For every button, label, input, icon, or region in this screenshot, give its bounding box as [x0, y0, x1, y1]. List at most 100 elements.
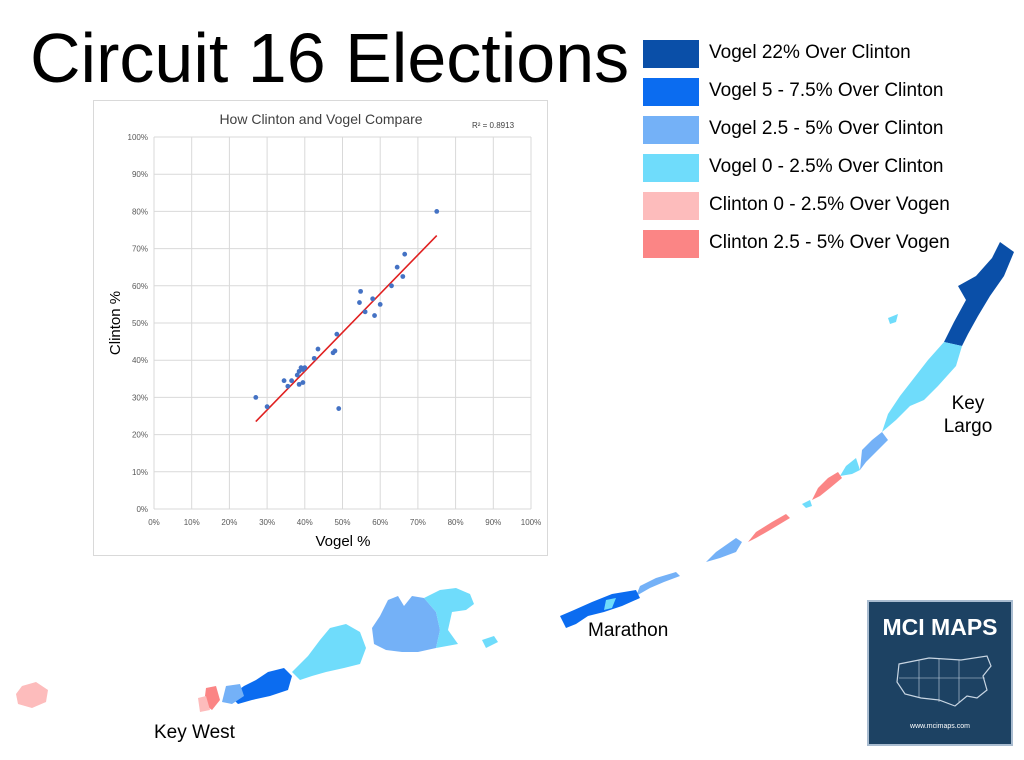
- r-squared-label: R² = 0.8913: [472, 121, 515, 130]
- y-tick-label: 100%: [128, 133, 148, 142]
- legend-label: Clinton 0 - 2.5% Over Vogen: [709, 194, 950, 215]
- legend-label: Vogel 5 - 7.5% Over Clinton: [709, 80, 944, 101]
- islamorada-region: [812, 472, 842, 500]
- y-tick-label: 10%: [132, 468, 148, 477]
- legend-item: Vogel 2.5 - 5% Over Clinton: [643, 116, 1013, 144]
- x-axis-label: Vogel %: [315, 533, 370, 550]
- y-tick-label: 70%: [132, 245, 148, 254]
- key-west-region-dark: [230, 668, 292, 704]
- legend-swatch: [643, 192, 699, 220]
- x-tick-label: 100%: [521, 518, 541, 527]
- data-point: [370, 296, 376, 302]
- chart-canvas: 0%0% 10% 10% 20% 20% 30% 30% 40% 40% 50% 50% 60% 60%…: [107, 111, 541, 550]
- data-point: [289, 378, 295, 384]
- legend-item: Vogel 0 - 2.5% Over Clinton: [643, 154, 1013, 182]
- x-tick-label: 80%: [448, 518, 464, 527]
- logo-url: www.mcimaps.com: [910, 723, 970, 730]
- upper-keys-region: [860, 432, 888, 470]
- key-largo-north-region: [944, 242, 1014, 346]
- legend-swatch: [643, 230, 699, 258]
- y-tick-label: 80%: [132, 207, 148, 216]
- data-point: [332, 348, 338, 354]
- long-key-region: [802, 500, 812, 508]
- y-tick-label: 50%: [132, 319, 148, 328]
- y-tick-label: 30%: [132, 393, 148, 402]
- trendline: [255, 235, 438, 423]
- lower-keys-region-cyan-1: [424, 588, 474, 648]
- chart-title: How Clinton and Vogel Compare: [219, 111, 422, 127]
- x-tick-label: 90%: [485, 518, 501, 527]
- data-point: [358, 288, 363, 294]
- data-point: [302, 365, 308, 371]
- label-marathon: Marathon: [588, 620, 669, 641]
- key-west-region-pale: [198, 696, 210, 712]
- data-point: [315, 346, 321, 352]
- legend-label: Clinton 2.5 - 5% Over Vogen: [709, 232, 950, 253]
- x-tick-label: 70%: [410, 518, 426, 527]
- legend-swatch: [643, 40, 699, 68]
- legend-label: Vogel 22% Over Clinton: [709, 42, 911, 63]
- data-point: [296, 368, 302, 374]
- dry-tortugas-region: [16, 682, 48, 708]
- lower-keys-region-light: [372, 596, 440, 652]
- data-point: [281, 378, 287, 384]
- x-tick-label: 50%: [334, 518, 350, 527]
- data-point: [285, 383, 291, 389]
- marathon-region-light: [636, 572, 680, 596]
- data-point: [300, 380, 306, 385]
- y-tick-label: 90%: [132, 170, 148, 179]
- lower-keys-region-cyan-2: [292, 624, 366, 680]
- usa-map-icon: [896, 655, 992, 707]
- label-key-largo: Key Largo: [943, 393, 993, 437]
- upper-keys-region-2: [840, 458, 860, 476]
- data-point: [294, 372, 300, 378]
- data-point: [264, 404, 270, 410]
- data-point: [253, 395, 259, 400]
- legend-item: Clinton 2.5 - 5% Over Vogen: [643, 230, 1013, 258]
- key-largo-region: [882, 342, 962, 432]
- key-west-region-light: [222, 684, 244, 704]
- data-point: [372, 313, 377, 318]
- x-tick-label: 30%: [259, 518, 275, 527]
- data-point: [311, 355, 317, 361]
- lower-keys-region-cyan-3: [482, 636, 498, 648]
- middle-keys-region-2: [706, 538, 742, 562]
- x-tick-label: 10%: [184, 518, 200, 527]
- y-tick-label: 0%: [136, 505, 148, 514]
- data-point: [402, 251, 408, 257]
- data-point: [336, 406, 342, 411]
- x-tick-label: 60%: [372, 518, 388, 527]
- data-point: [362, 309, 368, 315]
- islet-region: [888, 314, 898, 324]
- x-tick-label: 0%: [148, 518, 160, 527]
- y-axis-label: Clinton %: [107, 291, 124, 355]
- legend-swatch: [643, 154, 699, 182]
- legend-item: Vogel 5 - 7.5% Over Clinton: [643, 78, 1013, 106]
- scatter-chart: 0% 0% 10% 10% 20% 20% 30% 30% 40% 40% 50% 50% 60% 60%…: [93, 100, 548, 556]
- y-tick-label: 20%: [132, 431, 148, 440]
- data-point: [377, 302, 383, 307]
- legend-swatch: [643, 78, 699, 106]
- marathon-region-dark: [560, 590, 640, 628]
- data-point: [296, 381, 302, 387]
- y-tick-label: 60%: [132, 282, 148, 291]
- page-title: Circuit 16 Elections: [30, 19, 630, 97]
- legend-item: Clinton 0 - 2.5% Over Vogen: [643, 192, 1013, 220]
- data-point: [394, 264, 400, 270]
- middle-keys-region: [748, 514, 790, 542]
- logo-title: MCI MAPS: [882, 614, 998, 640]
- legend-swatch: [643, 116, 699, 144]
- legend-label: Vogel 0 - 2.5% Over Clinton: [709, 156, 944, 177]
- marathon-region-cyan: [604, 598, 616, 610]
- y-tick-label: 40%: [132, 356, 148, 365]
- legend-label: Vogel 2.5 - 5% Over Clinton: [709, 118, 944, 139]
- data-point: [400, 274, 406, 279]
- data-point: [389, 283, 394, 289]
- x-tick-label: 20%: [221, 518, 237, 527]
- x-tick-label: 40%: [297, 518, 313, 527]
- data-point: [357, 300, 362, 305]
- data-point: [334, 331, 340, 337]
- mci-maps-logo: MCI MAPS www.mcimaps.com: [867, 600, 1013, 746]
- data-point: [434, 209, 440, 214]
